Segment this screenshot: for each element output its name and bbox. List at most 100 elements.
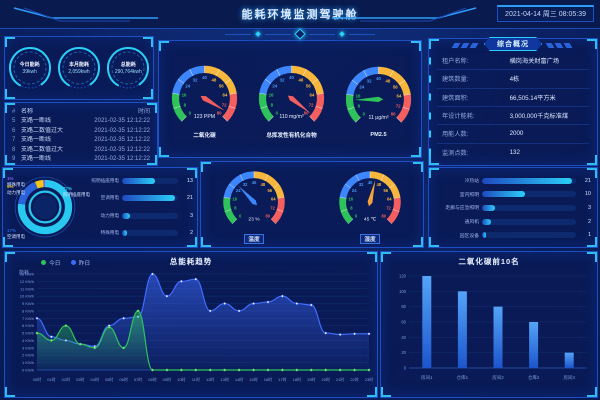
svg-text:24: 24 — [352, 188, 357, 193]
svg-text:40: 40 — [368, 180, 373, 185]
svg-text:100: 100 — [399, 289, 407, 294]
overview-rows: 租户名称: 横岗海关财富广场 建筑数量: 4栋 建筑面积: 66,505.14平方米 年设计… — [437, 52, 589, 161]
svg-text:18时: 18时 — [293, 376, 301, 382]
svg-text:13时: 13时 — [220, 376, 228, 382]
hbar-row: 空调用电 21 — [85, 195, 193, 202]
hbar-label: 特殊用电 — [100, 230, 119, 236]
svg-text:16: 16 — [356, 93, 361, 98]
hbar-label: 空调用电 — [100, 195, 119, 201]
hbar-track — [482, 204, 576, 211]
svg-text:24: 24 — [185, 83, 190, 88]
hbar-track — [122, 230, 178, 237]
gauge-label: 温度 — [244, 233, 264, 244]
svg-text:房间3: 房间3 — [563, 374, 575, 381]
svg-text:40: 40 — [376, 76, 381, 81]
svg-text:0: 0 — [355, 214, 358, 219]
device-energy-bars: 冷热站 21 室内照明 10 走廊与应急照明 3 通风机 2 园区设备 1 — [435, 174, 591, 242]
overview-value: 2000 — [509, 130, 524, 138]
svg-text:14时: 14时 — [235, 376, 243, 382]
svg-text:48: 48 — [211, 77, 216, 82]
hbar-value: 2 — [587, 218, 591, 225]
donut-slice-label: 5% 动力用电 — [7, 184, 25, 195]
kpi-value: 39kwh — [22, 69, 37, 75]
hbar-fill — [122, 177, 156, 184]
overview-title: 综合概况 — [484, 37, 542, 51]
hbar-track — [482, 232, 576, 239]
svg-text:4 KWh: 4 KWh — [22, 338, 34, 343]
overview-label: 建筑数量: — [442, 76, 469, 84]
svg-text:11 μg/m³: 11 μg/m³ — [368, 115, 388, 121]
svg-text:48: 48 — [261, 183, 266, 188]
hbar-value: 21 — [584, 177, 591, 184]
overview-value: 132 — [509, 148, 520, 156]
svg-text:8: 8 — [358, 103, 361, 108]
alarm-col-2: 名称 — [21, 109, 34, 115]
svg-text:80: 80 — [382, 214, 387, 219]
alarm-row: 7 支路一断线 2021-02-35 12:12:22 — [12, 136, 150, 145]
svg-text:72: 72 — [396, 103, 401, 108]
overview-row: 租户名称: 横岗海关财富广场 — [437, 52, 589, 71]
donut-slice-label: 1% 特殊用电 — [7, 176, 25, 187]
hbar-row: 特殊用电 2 — [85, 230, 193, 237]
hbar-value: 13 — [186, 177, 193, 184]
svg-text:0: 0 — [404, 366, 407, 371]
legend-label: 今日 — [49, 261, 61, 267]
alarm-table-panel: # 名称 时间 5 支路一断线 2021-02-35 12:12:22 6 支路二数值过大 20… — [4, 102, 158, 166]
svg-text:20: 20 — [401, 350, 406, 355]
svg-text:80: 80 — [217, 110, 222, 115]
energy-trend-panel: 总能耗趋势 今日 昨日 能耗 0 KWh 1 KWh 2 KWh 3 KWh 4 KWh 5… — [4, 251, 378, 398]
svg-text:9 KWh: 9 KWh — [22, 301, 34, 306]
header-decor-right-icon — [332, 7, 477, 22]
gauge: 0 8 16 24 32 40 48 56 64 72 80 110 mg/m³ 总挥发性有机化合物 — [248, 59, 335, 139]
overview-wing-right — [545, 43, 575, 48]
svg-text:56: 56 — [268, 188, 273, 193]
trend-y-axis-label: 能耗 — [19, 270, 30, 276]
svg-text:04时: 04时 — [91, 376, 99, 382]
svg-text:12 KWh: 12 KWh — [20, 279, 34, 284]
kpi-value: 290,764kwh — [114, 69, 142, 75]
overview-row: 建筑面积: 66,505.14平方米 — [437, 89, 589, 107]
svg-text:64: 64 — [387, 197, 392, 202]
hbar-value: 2 — [189, 230, 193, 237]
svg-text:06时: 06时 — [119, 376, 127, 382]
alarm-no: 9 — [12, 156, 16, 163]
alarm-name: 支路二数值过大 — [21, 146, 64, 153]
alarm-no: 5 — [12, 118, 16, 125]
hbar-row: 室内照明 10 — [435, 191, 591, 198]
kpi-value: 2,059kwh — [68, 69, 90, 75]
svg-text:2 KWh: 2 KWh — [22, 353, 34, 358]
environment-gauges-panel: 0 8 16 24 32 40 48 56 64 72 80 123 PPM 二氧化碳 0 8 16 24 32 4… — [158, 40, 422, 158]
hbar-track — [122, 212, 178, 219]
svg-text:64: 64 — [223, 92, 228, 97]
alarm-name: 支路二数值过大 — [21, 127, 64, 134]
legend-item[interactable]: 昨日 — [70, 258, 90, 267]
hbar-fill — [122, 230, 128, 237]
svg-text:7 KWh: 7 KWh — [22, 316, 34, 321]
header-decor-left-icon — [13, 7, 158, 22]
hbar-row: 冷热站 21 — [435, 177, 591, 184]
hbar-fill — [482, 232, 487, 239]
hbar-fill — [122, 212, 130, 219]
svg-text:45 ℃: 45 ℃ — [364, 217, 377, 223]
header-ornament — [225, 28, 375, 40]
svg-text:11时: 11时 — [192, 376, 200, 382]
alarm-no: 8 — [12, 146, 16, 153]
legend-item[interactable]: 今日 — [41, 258, 61, 267]
svg-text:60: 60 — [401, 320, 406, 325]
overview-row: 用能人数: 2000 — [437, 125, 589, 144]
hbar-fill — [482, 204, 495, 211]
hbar-row: 走廊与应急照明 3 — [435, 204, 591, 211]
svg-text:0 KWh: 0 KWh — [22, 368, 34, 373]
hbar-label: 冷热站 — [464, 179, 479, 185]
hbar-fill — [482, 177, 572, 184]
legend-dot — [70, 260, 76, 265]
svg-text:00时: 00时 — [33, 376, 41, 382]
kpi-label: 今日能耗 — [19, 62, 40, 68]
svg-text:8: 8 — [350, 206, 353, 211]
gauge-label: 湿度 — [360, 233, 380, 244]
svg-text:08时: 08时 — [148, 376, 156, 382]
svg-text:8: 8 — [234, 206, 237, 211]
energy-trend-title: 总能耗趋势 — [169, 257, 213, 266]
alarm-time: 2021-02-35 12:12:22 — [94, 127, 150, 134]
